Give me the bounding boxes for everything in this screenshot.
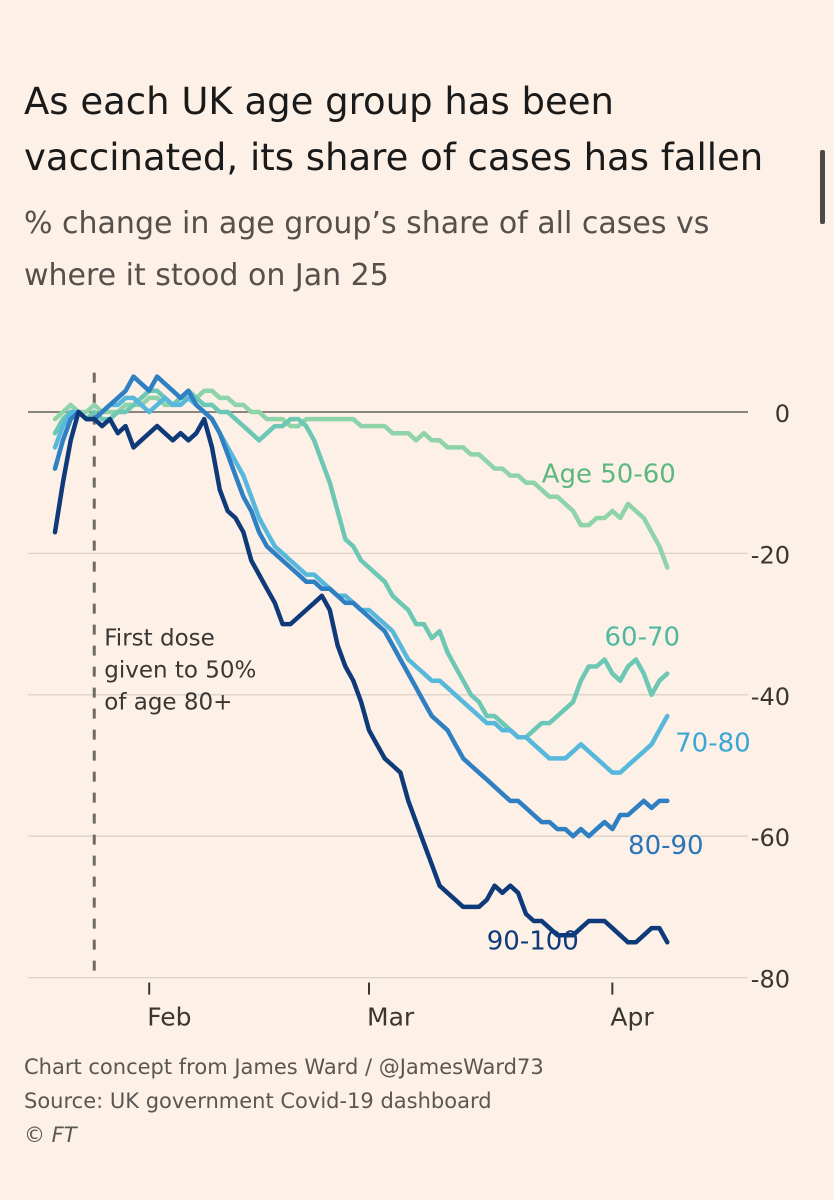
ft-copyright: © FT [24,1123,77,1147]
chart-title: As each UK age group has been vaccinated… [24,80,764,179]
chart-source: Source: UK government Covid-19 dashboard [24,1089,492,1113]
series-label-60-70: 60-70 [605,622,681,652]
x-axis: Feb Mar Apr [147,982,654,1032]
chart-concept-credit: Chart concept from James Ward / @JamesWa… [24,1055,544,1079]
series-line-70-80 [52,395,670,775]
x-tick-label: Mar [367,1003,415,1032]
y-tick-label: -40 [751,683,790,711]
series-label-90-100: 90-100 [487,926,579,956]
x-tick-label: Feb [147,1003,191,1032]
series-label-70-80: 70-80 [675,728,751,758]
first-dose-annotation: First dose given to 50% of age 80+ [92,372,256,978]
y-tick-label: -60 [751,824,790,852]
y-axis-tick-labels: 0 -20 -40 -60 -80 [751,400,790,994]
series-label-age-50-60: Age 50-60 [542,460,676,490]
y-tick-label: 0 [775,400,790,428]
series-line-80-90 [52,374,670,839]
annotation-text-line: First dose [104,625,215,651]
series-labels: Age 50-60 60-70 70-80 80-90 90-100 [487,460,751,957]
annotation-text-line: given to 50% [104,657,256,683]
line-chart: 0 -20 -40 -60 -80 Feb Mar Apr First dose given … [28,372,790,1032]
series-label-80-90: 80-90 [628,831,704,861]
annotation-text-line: of age 80+ [104,689,232,715]
chart-footer: Chart concept from James Ward / @JamesWa… [24,1050,544,1152]
series-line-age-50-60 [52,388,670,570]
series-line-90-100 [52,409,670,945]
x-tick-label: Apr [610,1003,654,1032]
scrollbar[interactable] [820,150,825,224]
series-line-60-70 [52,388,670,740]
y-tick-label: -80 [751,966,790,994]
series-lines [52,374,670,945]
y-tick-label: -20 [751,541,790,569]
chart-subtitle: % change in age group’s share of all cas… [24,206,710,293]
